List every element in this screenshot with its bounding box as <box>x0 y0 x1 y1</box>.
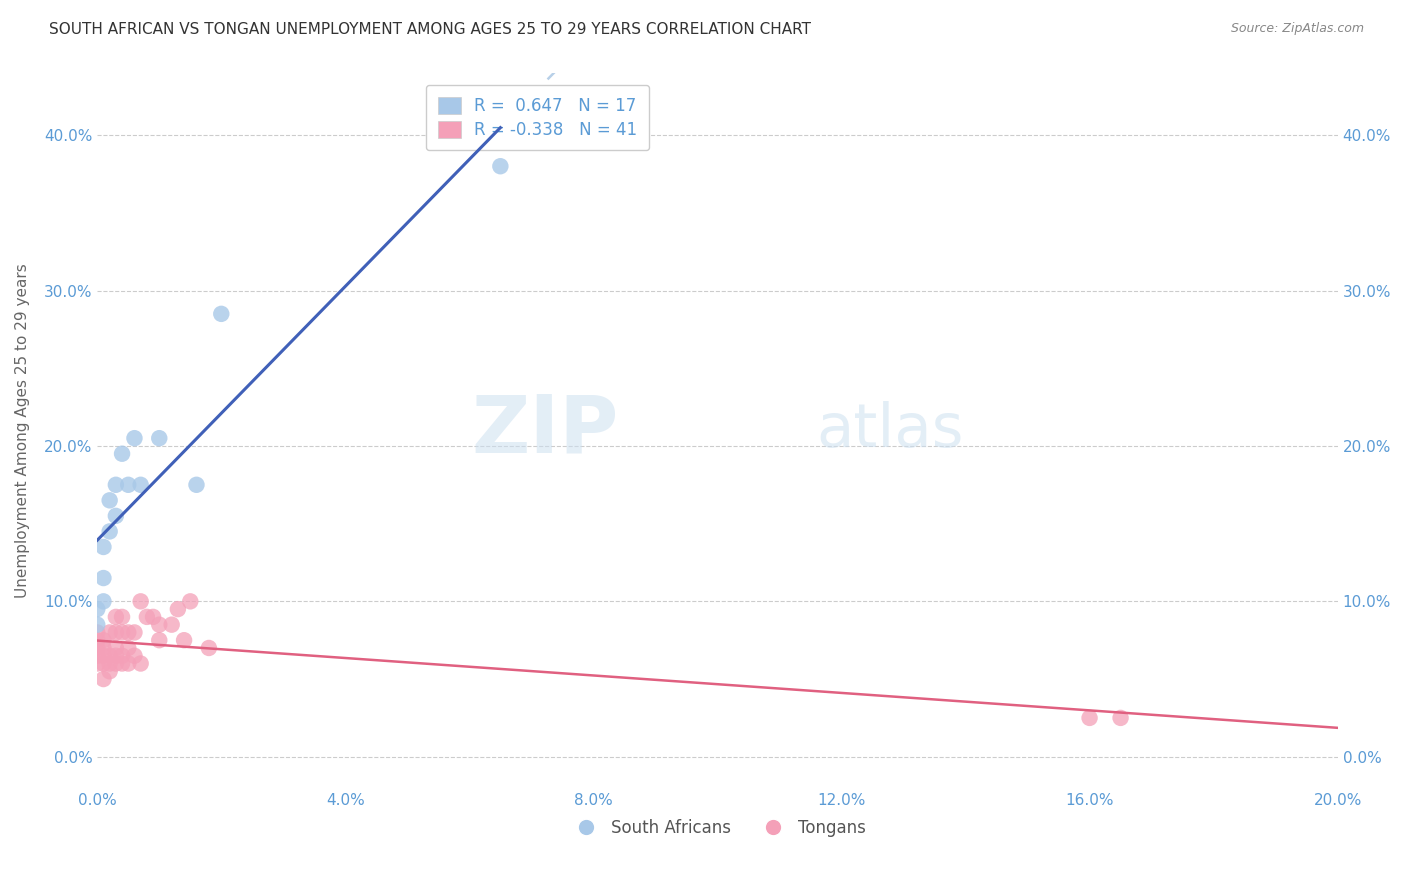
Point <box>1078 711 1101 725</box>
Point <box>111 447 134 461</box>
Text: ZIP: ZIP <box>471 392 619 469</box>
Point <box>98 648 121 663</box>
Point <box>86 657 108 671</box>
Point <box>111 648 134 663</box>
Point <box>86 633 108 648</box>
Point <box>148 633 170 648</box>
Point <box>148 431 170 445</box>
Point <box>1109 711 1132 725</box>
Point <box>98 524 121 539</box>
Point <box>93 657 115 671</box>
Point <box>129 477 152 491</box>
Point <box>148 617 170 632</box>
Point <box>86 617 108 632</box>
Point <box>111 625 134 640</box>
Point <box>124 625 146 640</box>
Point <box>209 307 232 321</box>
Point <box>86 602 108 616</box>
Point <box>135 610 157 624</box>
Point <box>198 640 221 655</box>
Point <box>86 625 108 640</box>
Point <box>117 657 139 671</box>
Point <box>167 602 190 616</box>
Point <box>93 648 115 663</box>
Point <box>104 648 127 663</box>
Point <box>489 159 512 173</box>
Text: atlas: atlas <box>817 401 965 460</box>
Point <box>86 640 108 655</box>
Point <box>104 640 127 655</box>
Point <box>98 657 121 671</box>
Point <box>93 540 115 554</box>
Point <box>98 625 121 640</box>
Point <box>98 493 121 508</box>
Point <box>111 657 134 671</box>
Point <box>93 633 115 648</box>
Point <box>186 477 208 491</box>
Point <box>98 665 121 679</box>
Point <box>142 610 165 624</box>
Point <box>93 571 115 585</box>
Point <box>86 648 108 663</box>
Point <box>124 648 146 663</box>
Text: SOUTH AFRICAN VS TONGAN UNEMPLOYMENT AMONG AGES 25 TO 29 YEARS CORRELATION CHART: SOUTH AFRICAN VS TONGAN UNEMPLOYMENT AMO… <box>49 22 811 37</box>
Point <box>124 431 146 445</box>
Text: Source: ZipAtlas.com: Source: ZipAtlas.com <box>1230 22 1364 36</box>
Point <box>179 594 201 608</box>
Point <box>160 617 183 632</box>
Point <box>93 594 115 608</box>
Point <box>104 625 127 640</box>
Point <box>104 657 127 671</box>
Point <box>104 508 127 523</box>
Point <box>129 657 152 671</box>
Point <box>129 594 152 608</box>
Point <box>117 477 139 491</box>
Point <box>104 477 127 491</box>
Point <box>104 610 127 624</box>
Point <box>117 625 139 640</box>
Point <box>93 640 115 655</box>
Point <box>173 633 195 648</box>
Point <box>111 610 134 624</box>
Legend: South Africans, Tongans: South Africans, Tongans <box>562 813 872 844</box>
Point <box>117 640 139 655</box>
Y-axis label: Unemployment Among Ages 25 to 29 years: Unemployment Among Ages 25 to 29 years <box>15 263 30 598</box>
Point <box>93 672 115 686</box>
